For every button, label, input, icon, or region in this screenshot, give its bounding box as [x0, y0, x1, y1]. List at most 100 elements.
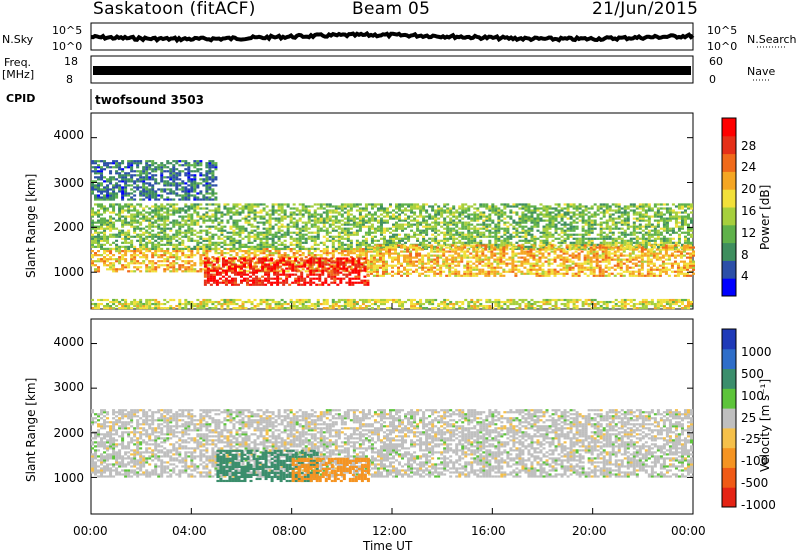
power-cell: [178, 225, 182, 228]
power-cell: [291, 269, 295, 272]
power-cell: [461, 217, 465, 220]
power-cell: [617, 207, 621, 210]
power-cell: [427, 266, 431, 269]
power-cell: [130, 241, 134, 244]
power-cell: [184, 221, 188, 224]
power-cell: [331, 241, 335, 244]
power-cell: [566, 209, 570, 212]
power-cell: [530, 221, 534, 224]
power-cell: [193, 254, 197, 257]
power-cell: [602, 203, 606, 206]
power-cell: [211, 225, 215, 228]
power-cell: [404, 209, 408, 212]
power-cell: [91, 250, 94, 253]
power-cell: [542, 215, 546, 218]
power-cell: [454, 272, 458, 275]
power-cell: [565, 256, 569, 259]
power-cell: [306, 267, 310, 270]
power-cell: [94, 229, 98, 232]
power-cell: [460, 248, 464, 251]
power-cell: [590, 231, 594, 234]
power-cell: [466, 260, 470, 263]
power-cell: [148, 217, 152, 220]
power-cell: [479, 215, 483, 218]
power-cell: [232, 258, 236, 261]
power-cell: [232, 225, 236, 228]
power-cell: [307, 205, 311, 208]
power-cell: [671, 231, 675, 234]
power-cell: [445, 256, 449, 259]
power-cell: [557, 211, 561, 214]
power-cell: [306, 273, 310, 276]
power-cell: [367, 221, 371, 224]
power-cell: [439, 274, 443, 277]
power-cell: [325, 233, 329, 236]
power-cell: [223, 241, 227, 244]
power-cell: [124, 221, 128, 224]
power-cell: [454, 274, 458, 277]
power-cell: [342, 265, 346, 268]
power-cell: [133, 266, 137, 269]
power-cell: [434, 235, 438, 238]
power-cell: [431, 233, 435, 236]
power-cell: [337, 245, 341, 248]
power-cell: [348, 271, 352, 274]
power-cell: [91, 237, 94, 240]
power-cell: [295, 243, 299, 246]
power-cell: [656, 243, 660, 246]
power-cell: [318, 269, 322, 272]
power-cell: [286, 245, 290, 248]
power-cell: [601, 250, 605, 253]
power-cell: [355, 231, 359, 234]
power-cell: [286, 231, 290, 234]
power-cell: [378, 258, 382, 261]
power-cell: [112, 233, 116, 236]
power-cell: [387, 248, 391, 251]
power-cell: [351, 283, 355, 286]
power-cell: [617, 211, 621, 214]
power-cell: [271, 235, 275, 238]
power-cell: [563, 225, 567, 228]
power-cell: [184, 223, 188, 226]
power-cell: [677, 237, 681, 240]
power-cell: [548, 235, 552, 238]
power-cell: [467, 223, 471, 226]
power-cell: [295, 219, 299, 222]
power-cell: [118, 260, 122, 263]
power-cell: [434, 215, 438, 218]
power-cell: [274, 231, 278, 234]
power-cell: [295, 225, 299, 228]
power-cell: [199, 225, 203, 228]
power-cell: [322, 221, 326, 224]
power-cell: [437, 243, 441, 246]
power-cell: [358, 250, 362, 253]
power-cell: [469, 244, 473, 247]
power-cell: [262, 233, 266, 236]
power-cell: [244, 203, 248, 206]
power-cell: [650, 239, 654, 242]
power-cell: [635, 205, 639, 208]
power-cell: [617, 203, 621, 206]
power-cell: [151, 229, 155, 232]
power-cell: [397, 262, 401, 265]
power-cell: [229, 227, 233, 230]
power-cell: [592, 250, 596, 253]
power-cell: [641, 217, 645, 220]
power-cell: [460, 256, 464, 259]
power-cell: [583, 268, 587, 271]
power-cell: [436, 260, 440, 263]
power-cell: [238, 258, 242, 261]
power-cell: [337, 205, 341, 208]
power-cell: [478, 250, 482, 253]
power-cell: [542, 231, 546, 234]
power-cell: [617, 235, 621, 238]
power-cell: [264, 273, 268, 276]
power-cell: [100, 227, 104, 230]
power-cell: [620, 219, 624, 222]
power-cell: [358, 268, 362, 271]
power-cell: [448, 258, 452, 261]
power-cell: [97, 239, 101, 242]
power-cell: [343, 250, 347, 253]
power-cell: [169, 266, 173, 269]
power-cell: [106, 250, 110, 253]
